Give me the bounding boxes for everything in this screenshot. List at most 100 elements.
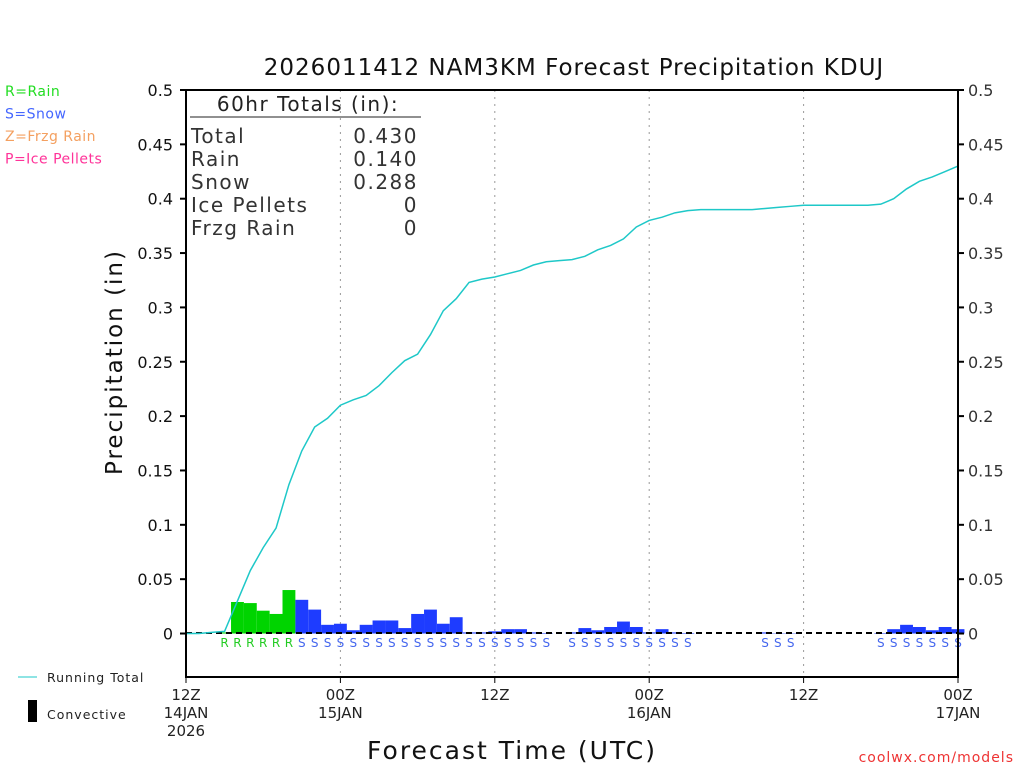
- precip-type-label: S: [362, 636, 370, 650]
- precip-type-label: S: [440, 636, 448, 650]
- x-tick-label: 00Z: [943, 686, 972, 704]
- precip-type-label: S: [542, 636, 550, 650]
- x-tick-label: 12Z: [789, 686, 818, 704]
- precip-type-label: S: [581, 636, 589, 650]
- running-total-line: [186, 166, 958, 633]
- y-tick-label-left: 0.3: [148, 298, 173, 317]
- y-tick-label-right: 0.4: [968, 190, 993, 209]
- precip-type-label: S: [375, 636, 383, 650]
- precip-type-label: S: [298, 636, 306, 650]
- precip-type-legend-item: R=Rain: [5, 84, 60, 100]
- convective-legend-swatch: [28, 700, 37, 722]
- precip-type-label: S: [491, 636, 499, 650]
- precip-bar: [308, 610, 321, 634]
- precip-type-label: S: [890, 636, 898, 650]
- y-tick-label-right: 0.05: [968, 570, 1004, 589]
- y-tick-label-left: 0.5: [148, 81, 173, 100]
- precip-type-label: S: [311, 636, 319, 650]
- precip-type-label: S: [452, 636, 460, 650]
- precip-type-label: S: [645, 636, 653, 650]
- x-tick-label: 12Z: [480, 686, 509, 704]
- totals-heading: 60hr Totals (in):: [217, 92, 399, 116]
- totals-box: 60hr Totals (in): Total 0.430 Rain 0.140 Sno…: [190, 92, 421, 240]
- y-tick-label-right: 0.35: [968, 244, 1004, 263]
- precip-type-label: R: [233, 636, 241, 650]
- precip-bar: [231, 602, 244, 634]
- totals-label: Rain: [191, 147, 241, 171]
- totals-label: Frzg Rain: [191, 216, 296, 240]
- x-tick-label: 2026: [167, 722, 205, 740]
- precip-type-label: S: [761, 636, 769, 650]
- precip-type-label: R: [259, 636, 267, 650]
- precip-type-label: R: [272, 636, 280, 650]
- totals-label: Snow: [191, 170, 251, 194]
- y-tick-label-left: 0.1: [148, 516, 173, 535]
- precip-type-legend-item: S=Snow: [5, 107, 66, 123]
- precip-type-label: R: [285, 636, 293, 650]
- x-tick-label: 17JAN: [936, 704, 981, 722]
- precip-type-label: S: [401, 636, 409, 650]
- y-tick-label-left: 0.45: [137, 135, 173, 154]
- precip-type-label: S: [607, 636, 615, 650]
- x-tick-label: 14JAN: [164, 704, 209, 722]
- precip-type-label: S: [504, 636, 512, 650]
- chart-title: 2026011412 NAM3KM Forecast Precipitation…: [264, 55, 884, 81]
- precip-type-legend-item: P=Ice Pellets: [5, 152, 102, 168]
- x-tick-label: 00Z: [635, 686, 664, 704]
- precip-type-label: S: [903, 636, 911, 650]
- y-tick-label-right: 0.3: [968, 298, 993, 317]
- precip-type-label: S: [324, 636, 332, 650]
- precip-type-label: S: [465, 636, 473, 650]
- y-tick-label-right: 0.5: [968, 81, 993, 100]
- precip-type-label: R: [246, 636, 254, 650]
- precip-type-label: S: [916, 636, 924, 650]
- y-tick-label-right: 0.1: [968, 516, 993, 535]
- precip-type-label: S: [620, 636, 628, 650]
- y-tick-label-left: 0.25: [137, 353, 173, 372]
- precip-bar: [270, 614, 283, 634]
- credit-text: coolwx.com/models: [859, 750, 1014, 766]
- precip-type-label: S: [928, 636, 936, 650]
- precip-bar: [617, 622, 630, 634]
- totals-value: 0: [404, 193, 418, 217]
- totals-value: 0: [404, 216, 418, 240]
- precip-bar: [244, 603, 257, 633]
- x-tick-label: 16JAN: [627, 704, 672, 722]
- x-tick-label: 00Z: [326, 686, 355, 704]
- plot-frame: [186, 90, 958, 677]
- precip-bar: [424, 610, 437, 634]
- totals-value: 0.140: [353, 147, 418, 171]
- convective-legend-label: Convective: [47, 707, 127, 722]
- precip-type-label: S: [478, 636, 486, 650]
- y-tick-label-left: 0.35: [137, 244, 173, 263]
- precip-type-label: S: [388, 636, 396, 650]
- y-tick-label-right: 0.15: [968, 461, 1004, 480]
- y-tick-label-right: 0.2: [968, 407, 993, 426]
- totals-value: 0.430: [353, 124, 418, 148]
- precip-type-label: S: [941, 636, 949, 650]
- precip-type-label: S: [349, 636, 357, 650]
- precip-type-legend-item: Z=Frzg Rain: [5, 129, 96, 145]
- y-tick-label-left: 0.05: [137, 570, 173, 589]
- precip-type-label: S: [427, 636, 435, 650]
- y-tick-label-left: 0.15: [137, 461, 173, 480]
- precip-type-label: S: [684, 636, 692, 650]
- precip-type-label: S: [414, 636, 422, 650]
- totals-label: Total: [190, 124, 245, 148]
- precip-type-label: S: [658, 636, 666, 650]
- y-tick-label-right: 0.25: [968, 353, 1004, 372]
- x-tick-label: 12Z: [171, 686, 200, 704]
- y-tick-label-left: 0: [163, 625, 173, 644]
- precip-type-label: S: [774, 636, 782, 650]
- precip-type-label: S: [787, 636, 795, 650]
- x-tick-label: 15JAN: [318, 704, 363, 722]
- y-tick-label-left: 0.4: [148, 190, 173, 209]
- y-tick-label-right: 0: [968, 625, 978, 644]
- precip-bar: [257, 611, 270, 634]
- y-tick-label-right: 0.45: [968, 135, 1004, 154]
- precip-type-label: S: [517, 636, 525, 650]
- precip-type-label: S: [530, 636, 538, 650]
- precip-bar: [411, 614, 424, 634]
- precip-bar: [283, 590, 296, 633]
